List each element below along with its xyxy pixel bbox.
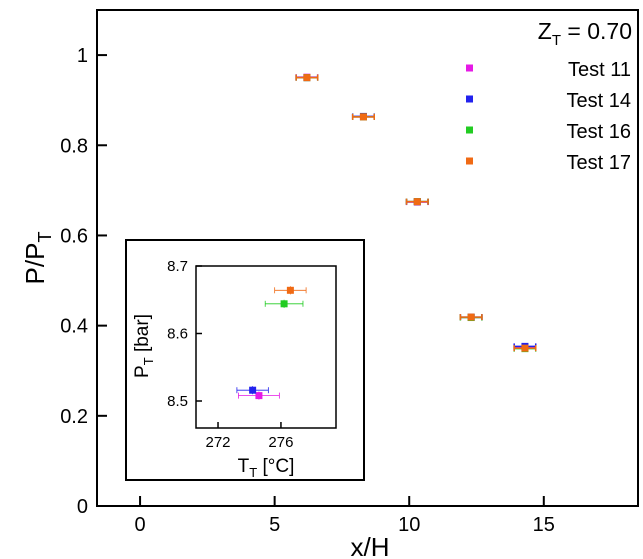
legend-label-test-16: Test 16	[567, 121, 631, 143]
square-marker	[249, 386, 257, 394]
square-marker	[286, 286, 294, 294]
inset-y-tick-label: 8.7	[167, 258, 188, 275]
inset-x-ticks: 272 276	[206, 422, 293, 451]
legend-marker-test-17	[466, 157, 473, 165]
main-data-points	[295, 73, 537, 353]
data-point-test-17	[405, 198, 429, 206]
square-marker	[521, 344, 529, 352]
main-y-ticks: 0 0.2 0.4 0.6 0.8 1	[60, 45, 107, 518]
inset-y-axis-title: PT [bar]	[132, 314, 156, 378]
inset-data-point-test-16	[264, 299, 304, 308]
inset-x-tick-label: 276	[268, 434, 293, 451]
main-x-tick-label: 0	[135, 514, 146, 536]
inset-y-ticks: 8.5 8.6 8.7	[167, 258, 202, 410]
inset-box	[125, 239, 365, 481]
main-plot-frame	[96, 9, 639, 507]
legend-label-test-11: Test 11	[568, 59, 631, 81]
inset-y-tick-label: 8.5	[167, 393, 188, 410]
legend-marker-test-11	[466, 64, 473, 72]
inset-data-point-test-14	[236, 386, 269, 395]
data-point-test-17	[351, 113, 375, 121]
data-point-test-17	[459, 313, 483, 321]
inset-plot-frame	[195, 265, 337, 429]
square-marker	[280, 300, 288, 308]
main-y-tick-label: 0.2	[60, 406, 88, 428]
data-point-test-17	[513, 344, 537, 352]
square-marker	[359, 113, 367, 121]
data-point-test-17	[295, 74, 319, 82]
main-y-tick-label: 1	[77, 45, 88, 67]
inset-data-point-test-11	[238, 391, 280, 400]
square-marker	[303, 74, 311, 82]
main-x-ticks: 0 5 10 15	[135, 496, 555, 536]
main-x-tick-label: 10	[398, 514, 420, 536]
x-axis-title: x/H	[351, 532, 390, 559]
square-marker	[255, 392, 263, 400]
inset-data-points	[236, 286, 307, 400]
legend-label-test-14: Test 14	[567, 90, 631, 112]
legend-marker-test-16	[466, 126, 473, 134]
zt-annotation: ZT = 0.70	[538, 18, 632, 49]
inset-x-tick-label: 272	[206, 434, 231, 451]
square-marker	[413, 198, 421, 206]
main-y-tick-label: 0.8	[60, 135, 88, 157]
legend-label-test-17: Test 17	[567, 152, 631, 174]
legend: Test 11 Test 14 Test 16 Test 17	[466, 59, 631, 174]
main-y-tick-label: 0.6	[60, 225, 88, 247]
inset-y-tick-label: 8.6	[167, 326, 188, 343]
inset-data-point-test-17	[274, 286, 307, 295]
y-axis-title: P/PT	[20, 232, 55, 285]
main-y-tick-label: 0	[77, 496, 88, 518]
main-x-tick-label: 15	[533, 514, 555, 536]
main-y-tick-label: 0.4	[60, 316, 88, 338]
square-marker	[467, 313, 475, 321]
inset-x-axis-title: TT [°C]	[238, 456, 295, 480]
main-x-tick-label: 5	[269, 514, 280, 536]
legend-marker-test-14	[466, 95, 473, 103]
